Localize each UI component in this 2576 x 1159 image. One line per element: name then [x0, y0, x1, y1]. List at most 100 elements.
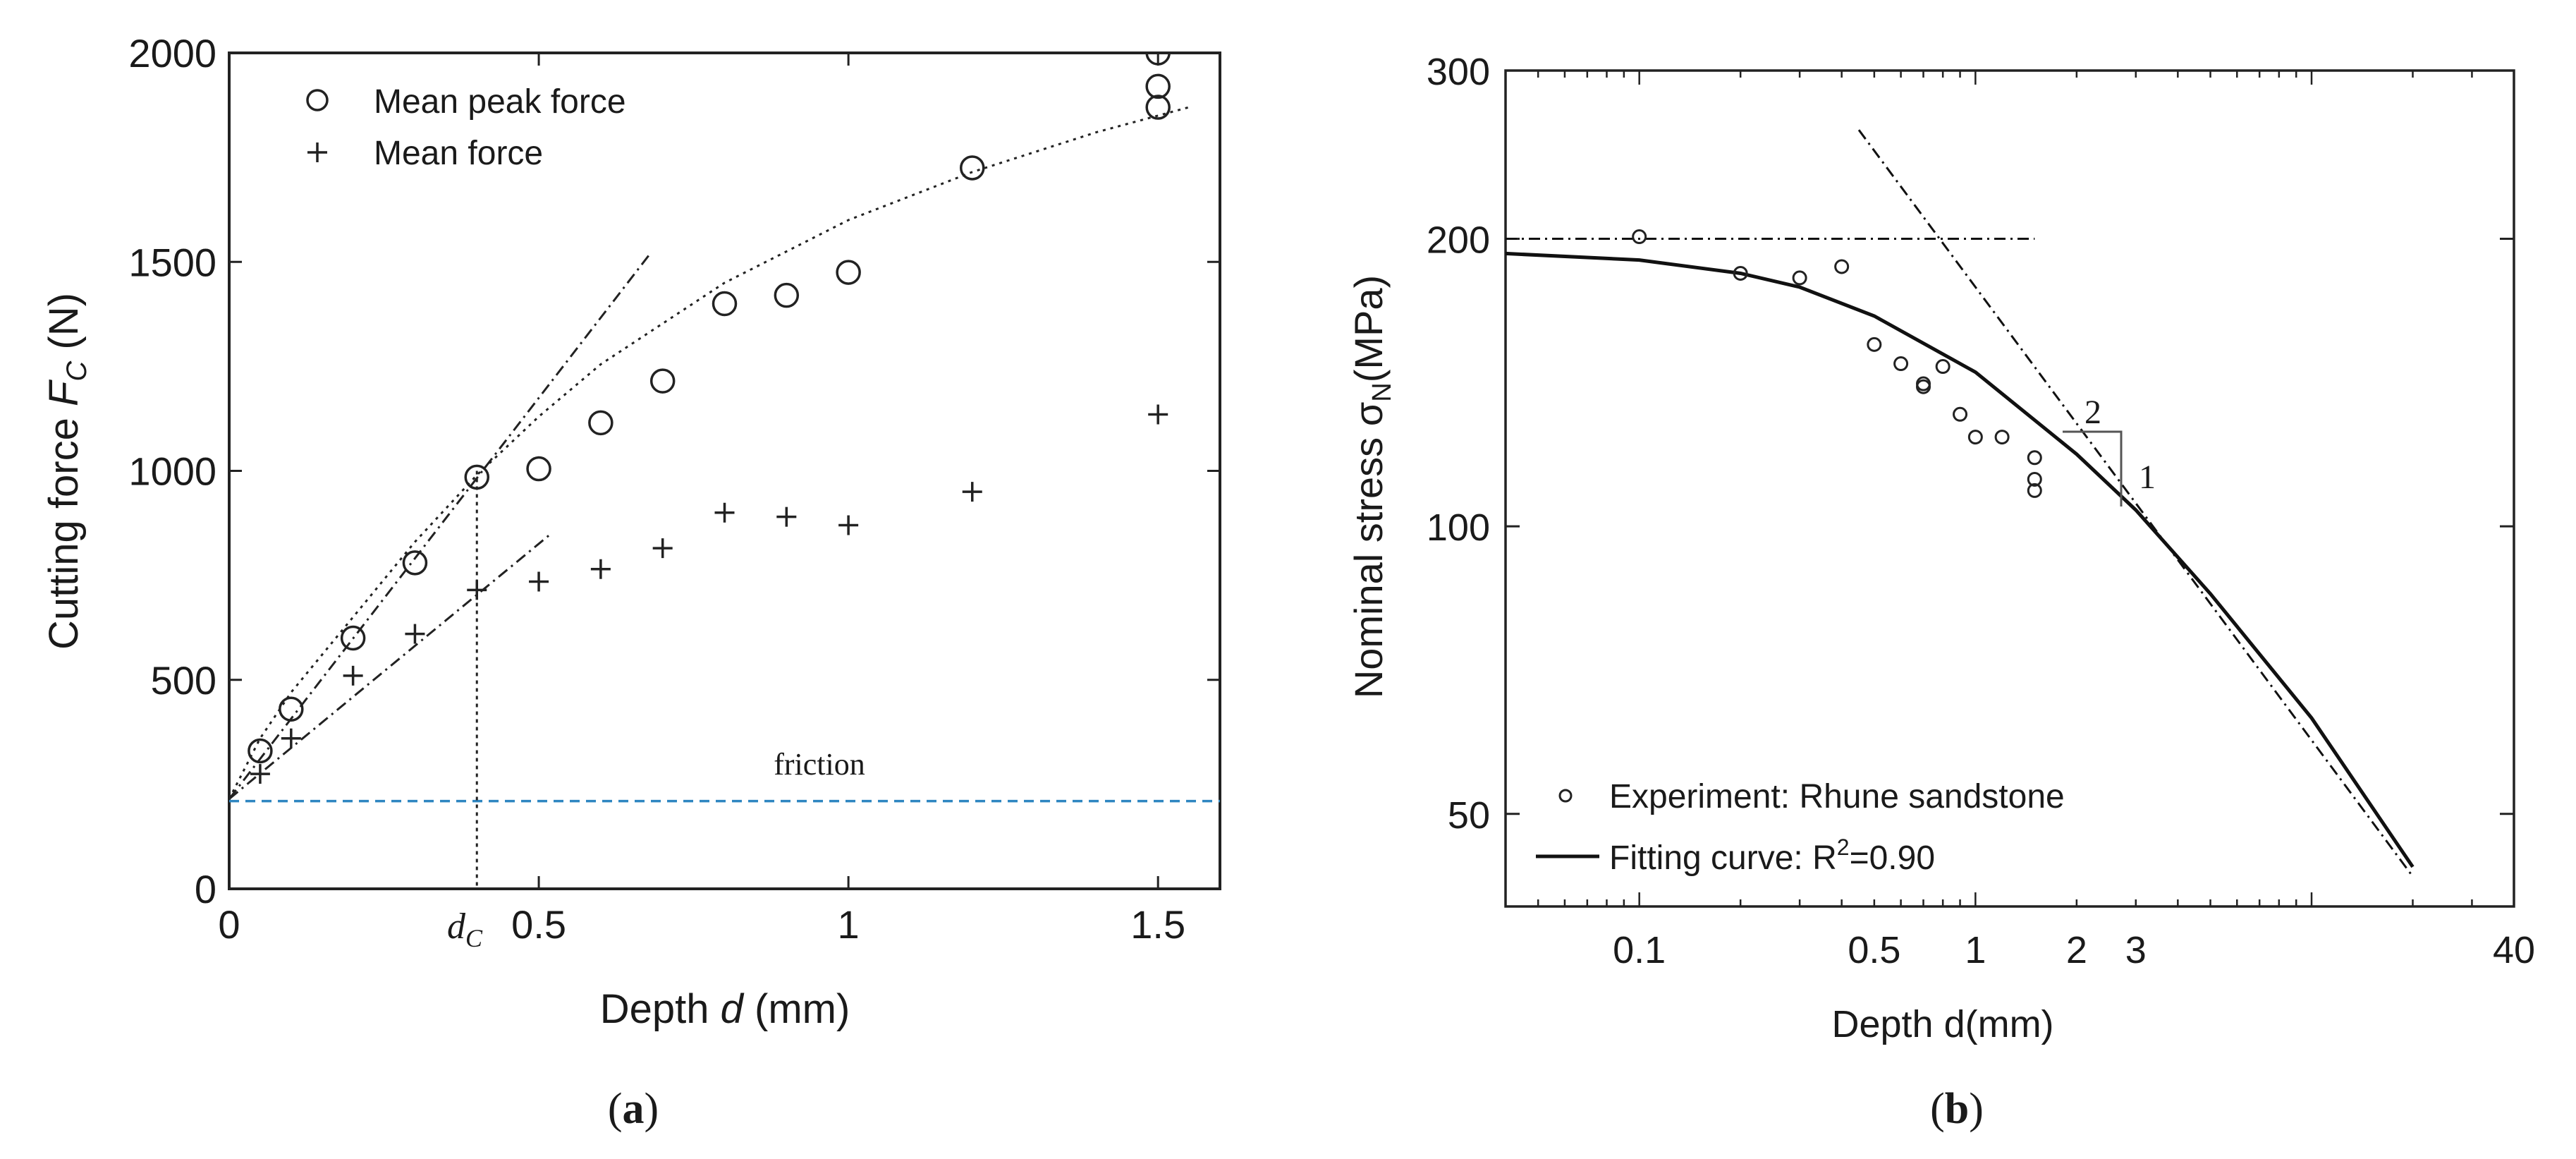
y-axis-label-a-sub: C [61, 360, 92, 382]
legend-label-mean-peak-force: Mean peak force [374, 83, 626, 121]
y-tick-label-a: 1000 [128, 449, 216, 494]
legend-marker-mean-force [307, 142, 327, 162]
legend-label-experiment: Experiment: Rhune sandstone [1609, 778, 2065, 815]
data-point-mean-peak-force [340, 625, 366, 651]
dc-label: dC [447, 906, 483, 952]
y-axis-label-a-var: F [41, 379, 87, 406]
y-tick-label-a: 2000 [128, 31, 216, 75]
friction-label: friction [774, 747, 865, 782]
data-point-experiment [1893, 356, 1909, 372]
legend-label-fitting-curve-pre: Fitting curve: R [1609, 839, 1837, 877]
panel-label-b-open: ( [1930, 1085, 1945, 1133]
data-point-mean-peak-force [464, 464, 489, 490]
data-points-b [1632, 229, 2042, 498]
legend-marker-experiment [1558, 789, 1573, 803]
data-point-experiment [1867, 336, 1882, 352]
panel-label-a-letter: a [623, 1085, 645, 1133]
fit-lines-b [1506, 129, 2415, 878]
y-axis-ticks-a: 0 500 1000 1500 2000 [128, 31, 1220, 911]
x-axis-ticks-a: 0 0.5 1 1.5 [218, 53, 1185, 947]
data-point-mean-force [343, 665, 363, 686]
data-point-mean-force [652, 538, 673, 559]
data-point-mean-peak-force [836, 260, 861, 285]
y-tick-label-b: 200 [1427, 219, 1490, 261]
y-axis-label-b: Nominal stress σN(MPa) [1346, 275, 1397, 698]
legend-marker-mean-peak-force [306, 89, 329, 111]
data-point-experiment [1935, 359, 1951, 375]
y-axis-ticks-b: 50 100 200 300 [1427, 51, 2514, 837]
y-axis-label-b-post: (MPa) [1346, 275, 1391, 382]
panel-label-b: (b) [1930, 1085, 1984, 1133]
data-point-mean-force [281, 728, 301, 748]
line-fit-curve [229, 106, 1190, 800]
panel-label-a-open: ( [608, 1085, 623, 1133]
data-point-experiment [1916, 376, 1931, 392]
x-axis-label-a-pre: Depth [600, 986, 721, 1032]
data-point-mean-force [776, 506, 797, 527]
data-point-mean-peak-force [774, 282, 800, 308]
y-tick-label-b: 100 [1427, 506, 1490, 549]
legend-label-mean-force: Mean force [374, 135, 543, 172]
data-point-mean-peak-force [526, 456, 551, 482]
data-point-experiment [1792, 270, 1807, 286]
legend-label-fitting-curve: Fitting curve: R2=0.90 [1609, 835, 1935, 877]
y-axis-label-b-sub: N [1367, 382, 1397, 401]
panel-label-b-letter: b [1945, 1085, 1969, 1133]
slope-triangle: 2 1 [2063, 394, 2156, 506]
x-tick-label-a: 1 [838, 902, 860, 947]
y-tick-label-b: 50 [1448, 794, 1490, 837]
data-points-a [248, 53, 1171, 784]
data-point-experiment [2027, 471, 2042, 487]
x-tick-label-b: 40 [2493, 929, 2535, 971]
legend-a: Mean peak force Mean force [306, 83, 626, 172]
x-tick-label-b: 1 [1965, 929, 1986, 971]
line-tangent-mean [229, 533, 552, 800]
y-tick-label-a: 0 [195, 867, 216, 911]
legend-label-fitting-curve-sup: 2 [1837, 835, 1850, 860]
x-axis-label-a-post: (mm) [743, 986, 850, 1032]
x-tick-label-a: 1.5 [1130, 902, 1185, 947]
legend-label-fitting-curve-post: =0.90 [1850, 839, 1935, 877]
y-tick-label-a: 1500 [128, 240, 216, 284]
data-point-mean-force [529, 571, 549, 592]
data-point-mean-peak-force [279, 696, 304, 722]
x-axis-label-b: Depth d(mm) [1831, 1003, 2053, 1045]
x-axis-label-a: Depth d (mm) [600, 986, 850, 1032]
data-point-experiment [1994, 430, 2010, 445]
data-point-mean-peak-force [588, 410, 614, 436]
data-point-experiment [2027, 450, 2042, 466]
y-axis-label-a-post: (N) [41, 293, 87, 361]
y-tick-label-a: 500 [151, 658, 216, 703]
x-axis-label-a-var: d [721, 986, 745, 1032]
plot-frame-a [228, 51, 1221, 890]
x-tick-label-a: 0 [218, 902, 240, 947]
x-axis-ticks-b: 0.1 0.5 1 2 3 40 [1537, 71, 2535, 971]
slope-triangle-lines [2063, 430, 2123, 506]
data-point-experiment [1733, 265, 1748, 281]
data-point-mean-force [1148, 404, 1168, 425]
data-point-experiment [1967, 430, 1983, 445]
data-point-mean-force [962, 482, 982, 502]
dc-label-sub: C [465, 924, 483, 952]
data-point-mean-peak-force [248, 738, 273, 764]
line-fitting-curve-r-0-90 [1506, 251, 2415, 868]
data-point-mean-force [838, 515, 859, 535]
y-axis-label-b-pre: Nominal stress σ [1346, 402, 1391, 698]
data-point-mean-force [590, 559, 611, 579]
data-point-mean-peak-force [402, 550, 428, 576]
data-point-mean-peak-force [712, 291, 738, 317]
data-point-mean-force [467, 580, 487, 600]
line-asymptote-slope [1857, 129, 2414, 878]
chart-panel-a: 0 500 1000 1500 2000 0 0.5 1 1.5 friction Mean … [41, 31, 1221, 1133]
plot-frame-b [1504, 69, 2515, 908]
data-point-mean-force [714, 502, 735, 523]
data-point-experiment [2027, 483, 2042, 498]
fit-lines-a [229, 106, 1190, 800]
y-tick-label-b: 300 [1427, 51, 1490, 93]
data-point-experiment [1953, 406, 1968, 422]
x-tick-label-b: 2 [2066, 929, 2087, 971]
data-point-mean-peak-force [960, 155, 985, 181]
data-point-mean-peak-force [1145, 95, 1171, 120]
x-tick-label-b: 0.5 [1848, 929, 1900, 971]
panel-label-b-close: ) [1969, 1085, 1984, 1133]
